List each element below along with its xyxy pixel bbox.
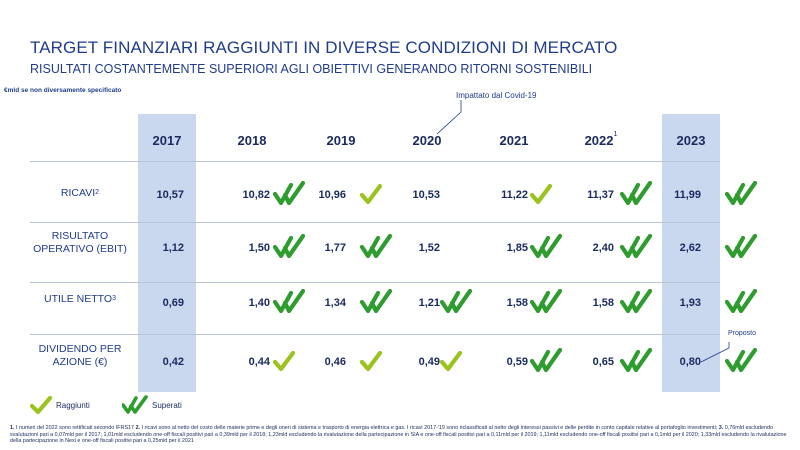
value-cell: 1,52 bbox=[418, 242, 440, 254]
check-light-icon bbox=[530, 183, 552, 205]
page-subtitle: RISULTATI COSTANTEMENTE SUPERIORI AGLI O… bbox=[30, 62, 593, 76]
check-light-icon bbox=[273, 350, 295, 372]
check-light-icon bbox=[360, 183, 382, 205]
value-cell: 10,96 bbox=[318, 189, 346, 201]
row-label-text: RICAVI bbox=[60, 187, 96, 199]
double-check-icon bbox=[530, 289, 562, 314]
row-divider bbox=[30, 222, 720, 223]
double-check-icon bbox=[725, 181, 757, 206]
value-cell: 0,80 bbox=[679, 356, 701, 368]
value-cell: 0,49 bbox=[418, 356, 440, 368]
legend-superati-label: Superati bbox=[152, 400, 182, 410]
double-check-icon bbox=[360, 234, 392, 259]
value-cell: 1,85 bbox=[506, 242, 528, 254]
double-check-icon bbox=[620, 234, 652, 259]
footnote-number: 1. bbox=[10, 425, 15, 431]
value-cell: 0,42 bbox=[162, 356, 184, 368]
footnote-text: I numeri del 2022 sono rettificati secon… bbox=[14, 425, 136, 431]
highlight-band-2017 bbox=[138, 114, 196, 392]
value-cell: 10,82 bbox=[242, 189, 270, 201]
highlight-band-2023 bbox=[662, 114, 720, 392]
row-label-dividendo: DIVIDENDO PER AZIONE (€) bbox=[38, 343, 122, 368]
value-cell: 1,58 bbox=[592, 297, 614, 309]
double-check-icon bbox=[273, 234, 305, 259]
check-light-icon bbox=[440, 350, 462, 372]
value-cell: 1,93 bbox=[679, 297, 701, 309]
double-check-icon bbox=[530, 234, 562, 259]
year-header-2023: 2023 bbox=[676, 133, 706, 148]
double-check-icon bbox=[725, 234, 757, 259]
value-cell: 1,34 bbox=[324, 297, 346, 309]
double-check-icon bbox=[725, 289, 757, 314]
footnote-number: 3. bbox=[718, 425, 724, 431]
double-check-icon bbox=[620, 289, 652, 314]
legend-raggiunti: Raggiunti bbox=[30, 394, 90, 416]
value-cell: 10,53 bbox=[412, 189, 440, 201]
value-cell: 0,69 bbox=[162, 297, 184, 309]
unit-note: €mld se non diversamente specificato bbox=[4, 87, 122, 94]
value-cell: 11,37 bbox=[587, 189, 614, 201]
legend-superati: Superati bbox=[122, 394, 182, 416]
double-check-icon bbox=[530, 348, 562, 373]
double-check-icon bbox=[273, 289, 305, 314]
footnote-text: I ricavi sono al netto del costo delle m… bbox=[140, 425, 719, 431]
double-check-icon bbox=[440, 289, 472, 314]
row-divider bbox=[30, 334, 720, 335]
value-cell: 0,59 bbox=[506, 356, 528, 368]
value-cell: 1,58 bbox=[506, 297, 528, 309]
value-cell: 1,77 bbox=[324, 242, 346, 254]
value-cell: 1,40 bbox=[248, 297, 270, 309]
year-header-2022: 20221 bbox=[571, 131, 631, 148]
year-footnote-ref: 1 bbox=[613, 131, 618, 138]
row-divider bbox=[30, 282, 720, 283]
row-divider bbox=[30, 161, 720, 162]
value-cell: 0,65 bbox=[592, 356, 614, 368]
double-check-icon bbox=[122, 395, 148, 414]
footnotes: 1. I numeri del 2022 sono rettificati se… bbox=[10, 425, 790, 445]
value-cell: 11,99 bbox=[674, 189, 701, 201]
year-header-2020: 2020 bbox=[412, 133, 442, 148]
value-cell: 2,40 bbox=[592, 242, 614, 254]
row-label-text: UTILE NETTO bbox=[44, 293, 113, 305]
covid-callout-label: Impattato dal Covid-19 bbox=[456, 91, 537, 100]
value-cell: 11,22 bbox=[501, 189, 528, 201]
year-header-2019: 2019 bbox=[326, 133, 356, 148]
footnote-number: 2. bbox=[135, 425, 141, 431]
value-cell: 1,50 bbox=[248, 242, 270, 254]
row-label-utile-netto: UTILE NETTO3 bbox=[30, 293, 130, 306]
footnote-text: 0,76mld escludendo svalutazioni pari a 0… bbox=[10, 425, 787, 445]
check-light-icon bbox=[360, 350, 382, 372]
legend-raggiunti-label: Raggiunti bbox=[56, 400, 90, 410]
page-title: TARGET FINANZIARI RAGGIUNTI IN DIVERSE C… bbox=[30, 38, 618, 57]
row-label-ebit: RISULTATO OPERATIVO (EBIT) bbox=[33, 230, 127, 255]
double-check-icon bbox=[620, 181, 652, 206]
proposto-label: Proposto bbox=[728, 330, 757, 337]
value-cell: 1,12 bbox=[162, 242, 184, 254]
year-header-2018: 2018 bbox=[237, 133, 267, 148]
row-footnote-ref: 2 bbox=[95, 189, 100, 196]
double-check-icon bbox=[725, 348, 757, 373]
year-label: 2022 bbox=[584, 133, 614, 148]
value-cell: 2,62 bbox=[679, 242, 701, 254]
double-check-icon bbox=[360, 289, 392, 314]
value-cell: 0,44 bbox=[248, 356, 270, 368]
value-cell: 10,57 bbox=[156, 189, 184, 201]
year-header-2021: 2021 bbox=[499, 133, 529, 148]
value-cell: 1,21 bbox=[418, 297, 440, 309]
double-check-icon bbox=[620, 348, 652, 373]
double-check-icon bbox=[273, 181, 305, 206]
row-footnote-ref: 3 bbox=[112, 295, 116, 302]
value-cell: 0,46 bbox=[324, 356, 346, 368]
check-light-icon bbox=[30, 395, 52, 415]
year-header-2017: 2017 bbox=[152, 133, 182, 148]
row-label-ricavi: RICAVI2 bbox=[30, 187, 130, 200]
